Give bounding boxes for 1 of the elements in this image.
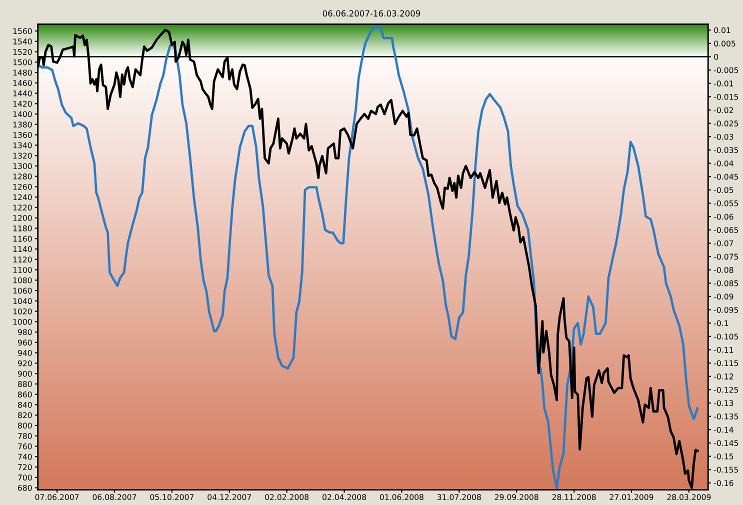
chart-title: 06.06.2007-16.03.2009	[322, 10, 420, 17]
